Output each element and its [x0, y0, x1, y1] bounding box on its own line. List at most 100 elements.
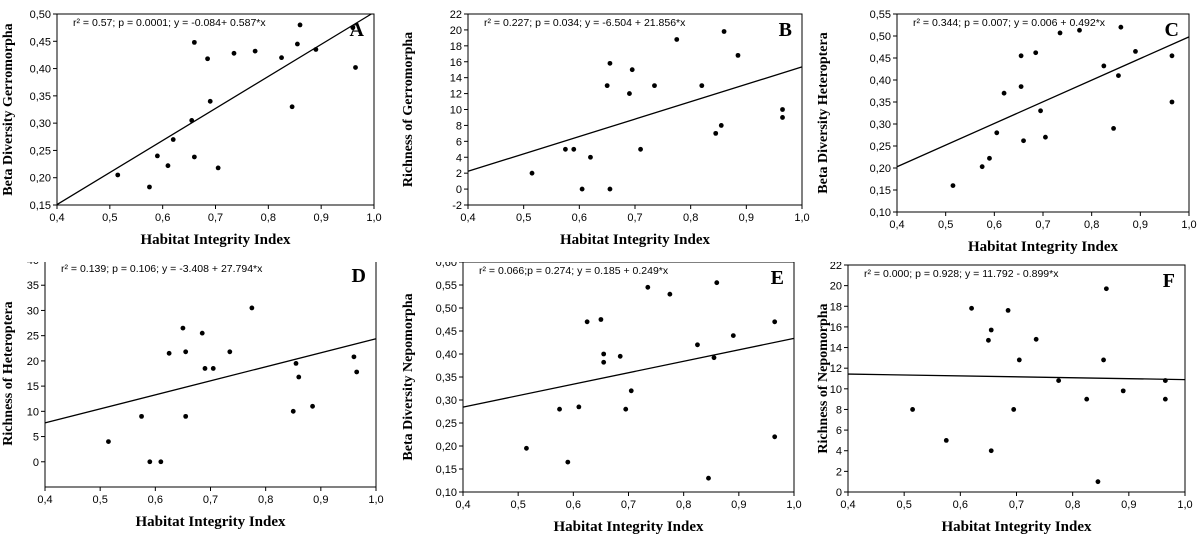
x-tick-label: 0,8	[683, 212, 698, 224]
y-tick-label: 0,55	[436, 280, 457, 292]
y-tick-label: 25	[27, 331, 39, 343]
data-point	[988, 327, 994, 333]
x-tick-label: 0,5	[511, 499, 526, 511]
data-point	[1033, 50, 1039, 56]
x-tick-label: 1,0	[786, 499, 801, 511]
panel-b: 0,4 0,5 0,6 0,7 0,8 0,9 1,0 -2 0 2 4 6 8 10 12 14 16 18 20…	[401, 9, 810, 248]
y-tick-label: 10	[830, 384, 842, 396]
y-tick-label: 0,15	[30, 200, 51, 212]
x-tick-label: 0,7	[203, 494, 218, 506]
x-tick-label: 0,7	[208, 212, 223, 224]
data-point	[147, 459, 153, 465]
data-point	[1118, 24, 1124, 30]
x-tick-label: 1,0	[1177, 499, 1192, 511]
y-tick-label: 0,55	[870, 9, 891, 21]
y-tick-label: 18	[830, 301, 842, 313]
x-tick-label: 0,5	[516, 212, 531, 224]
data-point	[350, 25, 356, 31]
y-axis-label: Richness of Heteroptera	[1, 301, 16, 445]
data-point	[310, 403, 315, 409]
data-point	[180, 325, 186, 331]
data-point	[576, 404, 582, 410]
data-point	[106, 439, 111, 444]
data-point	[1077, 27, 1082, 33]
regression-equation: r² = 0.344; p = 0.007; y = 0.006 + 0.492…	[913, 17, 1106, 29]
regression-equation: r² = 0.139; p = 0.106; y = -3.408 + 27.7…	[61, 263, 263, 275]
x-tick-label: 0,8	[1065, 499, 1080, 511]
y-tick-label: 0,15	[870, 185, 891, 197]
plot-frame	[462, 262, 795, 493]
data-point	[210, 366, 216, 371]
y-tick-label: 0,40	[870, 75, 891, 87]
data-point	[772, 434, 778, 440]
regression-line	[896, 36, 1190, 168]
data-point	[699, 83, 705, 89]
x-tick-label: 0,9	[1133, 219, 1148, 231]
y-tick-label: 6	[456, 136, 462, 148]
data-point	[652, 83, 657, 89]
y-tick-label: 0,40	[30, 64, 51, 76]
regression-equation: r² = 0.57; p = 0.0001; y = -0.084+ 0.587…	[73, 17, 266, 29]
y-axis-label: Richness of Gerromorpha	[401, 32, 416, 187]
regression-line	[847, 373, 1186, 381]
panel-letter: F	[1163, 270, 1175, 292]
x-axis-label: Habitat Integrity Index	[942, 519, 1093, 535]
data-point	[667, 291, 673, 297]
x-tick-label: 0,6	[953, 499, 968, 511]
data-point	[1057, 30, 1063, 36]
data-point	[711, 355, 717, 361]
y-tick-label: 0,35	[30, 91, 51, 103]
panel-letter: C	[1165, 19, 1179, 41]
y-axis-label: Beta Diversity Gerromorpha	[1, 23, 16, 195]
data-point	[987, 155, 992, 161]
data-point	[994, 130, 1000, 136]
plot-frame	[896, 13, 1190, 213]
y-tick-label: 0	[836, 487, 842, 499]
data-point	[735, 52, 741, 58]
data-point	[714, 280, 720, 286]
y-tick-label: 0,40	[436, 349, 457, 361]
y-tick-label: 0,50	[870, 31, 891, 43]
data-point	[183, 349, 189, 355]
data-point	[227, 349, 233, 355]
y-tick-label: 0,20	[870, 163, 891, 175]
data-point	[313, 47, 319, 52]
x-tick-label: 0,9	[313, 494, 328, 506]
data-point	[780, 115, 785, 120]
data-point	[638, 146, 643, 152]
panel-c: 0,4 0,5 0,6 0,7 0,8 0,9 1,0 0,10 0,15 0,20 0,25 0,3…	[816, 9, 1197, 255]
data-point	[249, 305, 255, 311]
data-point	[1001, 90, 1007, 96]
data-point	[979, 164, 985, 170]
x-tick-label: 0,7	[1035, 219, 1050, 231]
y-tick-label: 14	[450, 73, 462, 85]
data-point	[713, 130, 719, 136]
data-point	[674, 37, 680, 42]
x-tick-label: 0,4	[37, 494, 52, 506]
y-tick-label: 20	[830, 281, 842, 293]
data-point	[205, 56, 210, 62]
data-point	[598, 317, 604, 322]
x-tick-label: 0,7	[621, 499, 636, 511]
data-point	[1133, 49, 1138, 54]
data-point	[202, 366, 208, 371]
data-point	[207, 98, 213, 104]
data-point	[351, 354, 357, 360]
y-tick-label: -2	[452, 200, 462, 212]
regression-line	[467, 66, 803, 172]
data-point	[1021, 138, 1026, 144]
data-point	[579, 186, 585, 192]
data-point	[910, 407, 915, 412]
x-tick-label: 0,7	[1009, 499, 1024, 511]
x-axis-label: Habitat Integrity Index	[141, 232, 292, 248]
x-axis-label: Habitat Integrity Index	[560, 232, 711, 248]
y-tick-label: 0,35	[436, 372, 457, 384]
x-tick-label: 0,4	[460, 212, 475, 224]
y-axis-label: Richness of Nepomorpha	[816, 303, 831, 453]
y-tick-label: 22	[830, 262, 842, 272]
data-point	[297, 22, 303, 28]
x-tick-label: 0,8	[676, 499, 691, 511]
data-point	[601, 351, 607, 357]
data-point	[969, 305, 974, 311]
y-tick-label: 10	[450, 105, 462, 117]
